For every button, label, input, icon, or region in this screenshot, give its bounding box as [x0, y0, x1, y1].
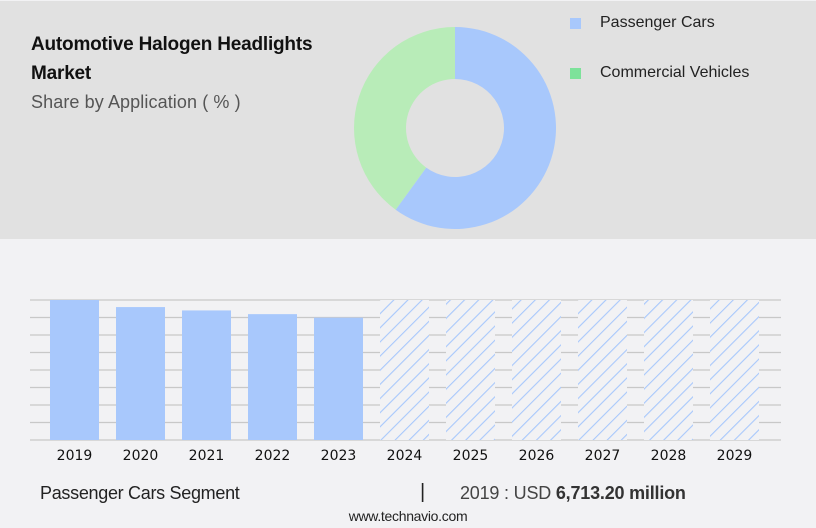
x-tick-label: 2026 [519, 448, 555, 464]
forecast-bar [380, 300, 429, 440]
bars [50, 300, 759, 440]
bar-chart: 2019 2020 2021 2022 2023 2024 2025 2026 2027 2028… [30, 299, 781, 464]
x-tick-label: 2025 [453, 448, 489, 464]
x-tick-label: 2029 [717, 448, 753, 464]
source-url: www.technavio.com [348, 508, 468, 524]
bar [50, 300, 99, 440]
x-tick-label: 2019 [57, 448, 93, 464]
legend-item-passenger-cars: Passenger Cars [570, 14, 715, 32]
x-tick-label: 2027 [585, 448, 621, 464]
donut-slice-passenger-cars [395, 27, 556, 229]
forecast-bar [578, 300, 627, 440]
x-tick-label: 2028 [651, 448, 687, 464]
legend-label: Passenger Cars [600, 14, 715, 31]
legend-swatch-commercial-vehicles [570, 67, 581, 79]
x-tick-label: 2020 [123, 448, 159, 464]
x-axis-labels: 2019 2020 2021 2022 2023 2024 2025 2026 2027 2028… [57, 448, 753, 464]
chart-title: Automotive Halogen Headlights Market [31, 34, 313, 84]
segment-value: 2019 : USD 6,713.20 million [460, 483, 686, 504]
forecast-bar [512, 300, 561, 440]
bar [116, 307, 165, 440]
legend-label: Commercial Vehicles [600, 64, 750, 81]
bar [182, 310, 231, 440]
forecast-bar [446, 300, 495, 440]
forecast-bar [644, 300, 693, 440]
x-tick-label: 2022 [255, 448, 291, 464]
segment-label: Passenger Cars Segment [40, 483, 240, 503]
donut-slice-commercial-vehicles [354, 27, 455, 210]
donut-chart [354, 27, 556, 229]
bar [248, 314, 297, 440]
legend-item-commercial-vehicles: Commercial Vehicles [570, 64, 749, 82]
value-prefix: 2019 : USD [460, 483, 556, 503]
x-tick-label: 2023 [321, 448, 357, 464]
legend-swatch-passenger-cars [570, 17, 581, 29]
value-amount: 6,713.20 million [555, 483, 686, 503]
chart-subtitle: Share by Application ( % ) [31, 92, 241, 112]
x-tick-label: 2021 [189, 448, 225, 464]
footer-separator: | [420, 481, 426, 503]
bar [314, 317, 363, 440]
forecast-bar [710, 300, 759, 440]
x-tick-label: 2024 [387, 448, 423, 464]
